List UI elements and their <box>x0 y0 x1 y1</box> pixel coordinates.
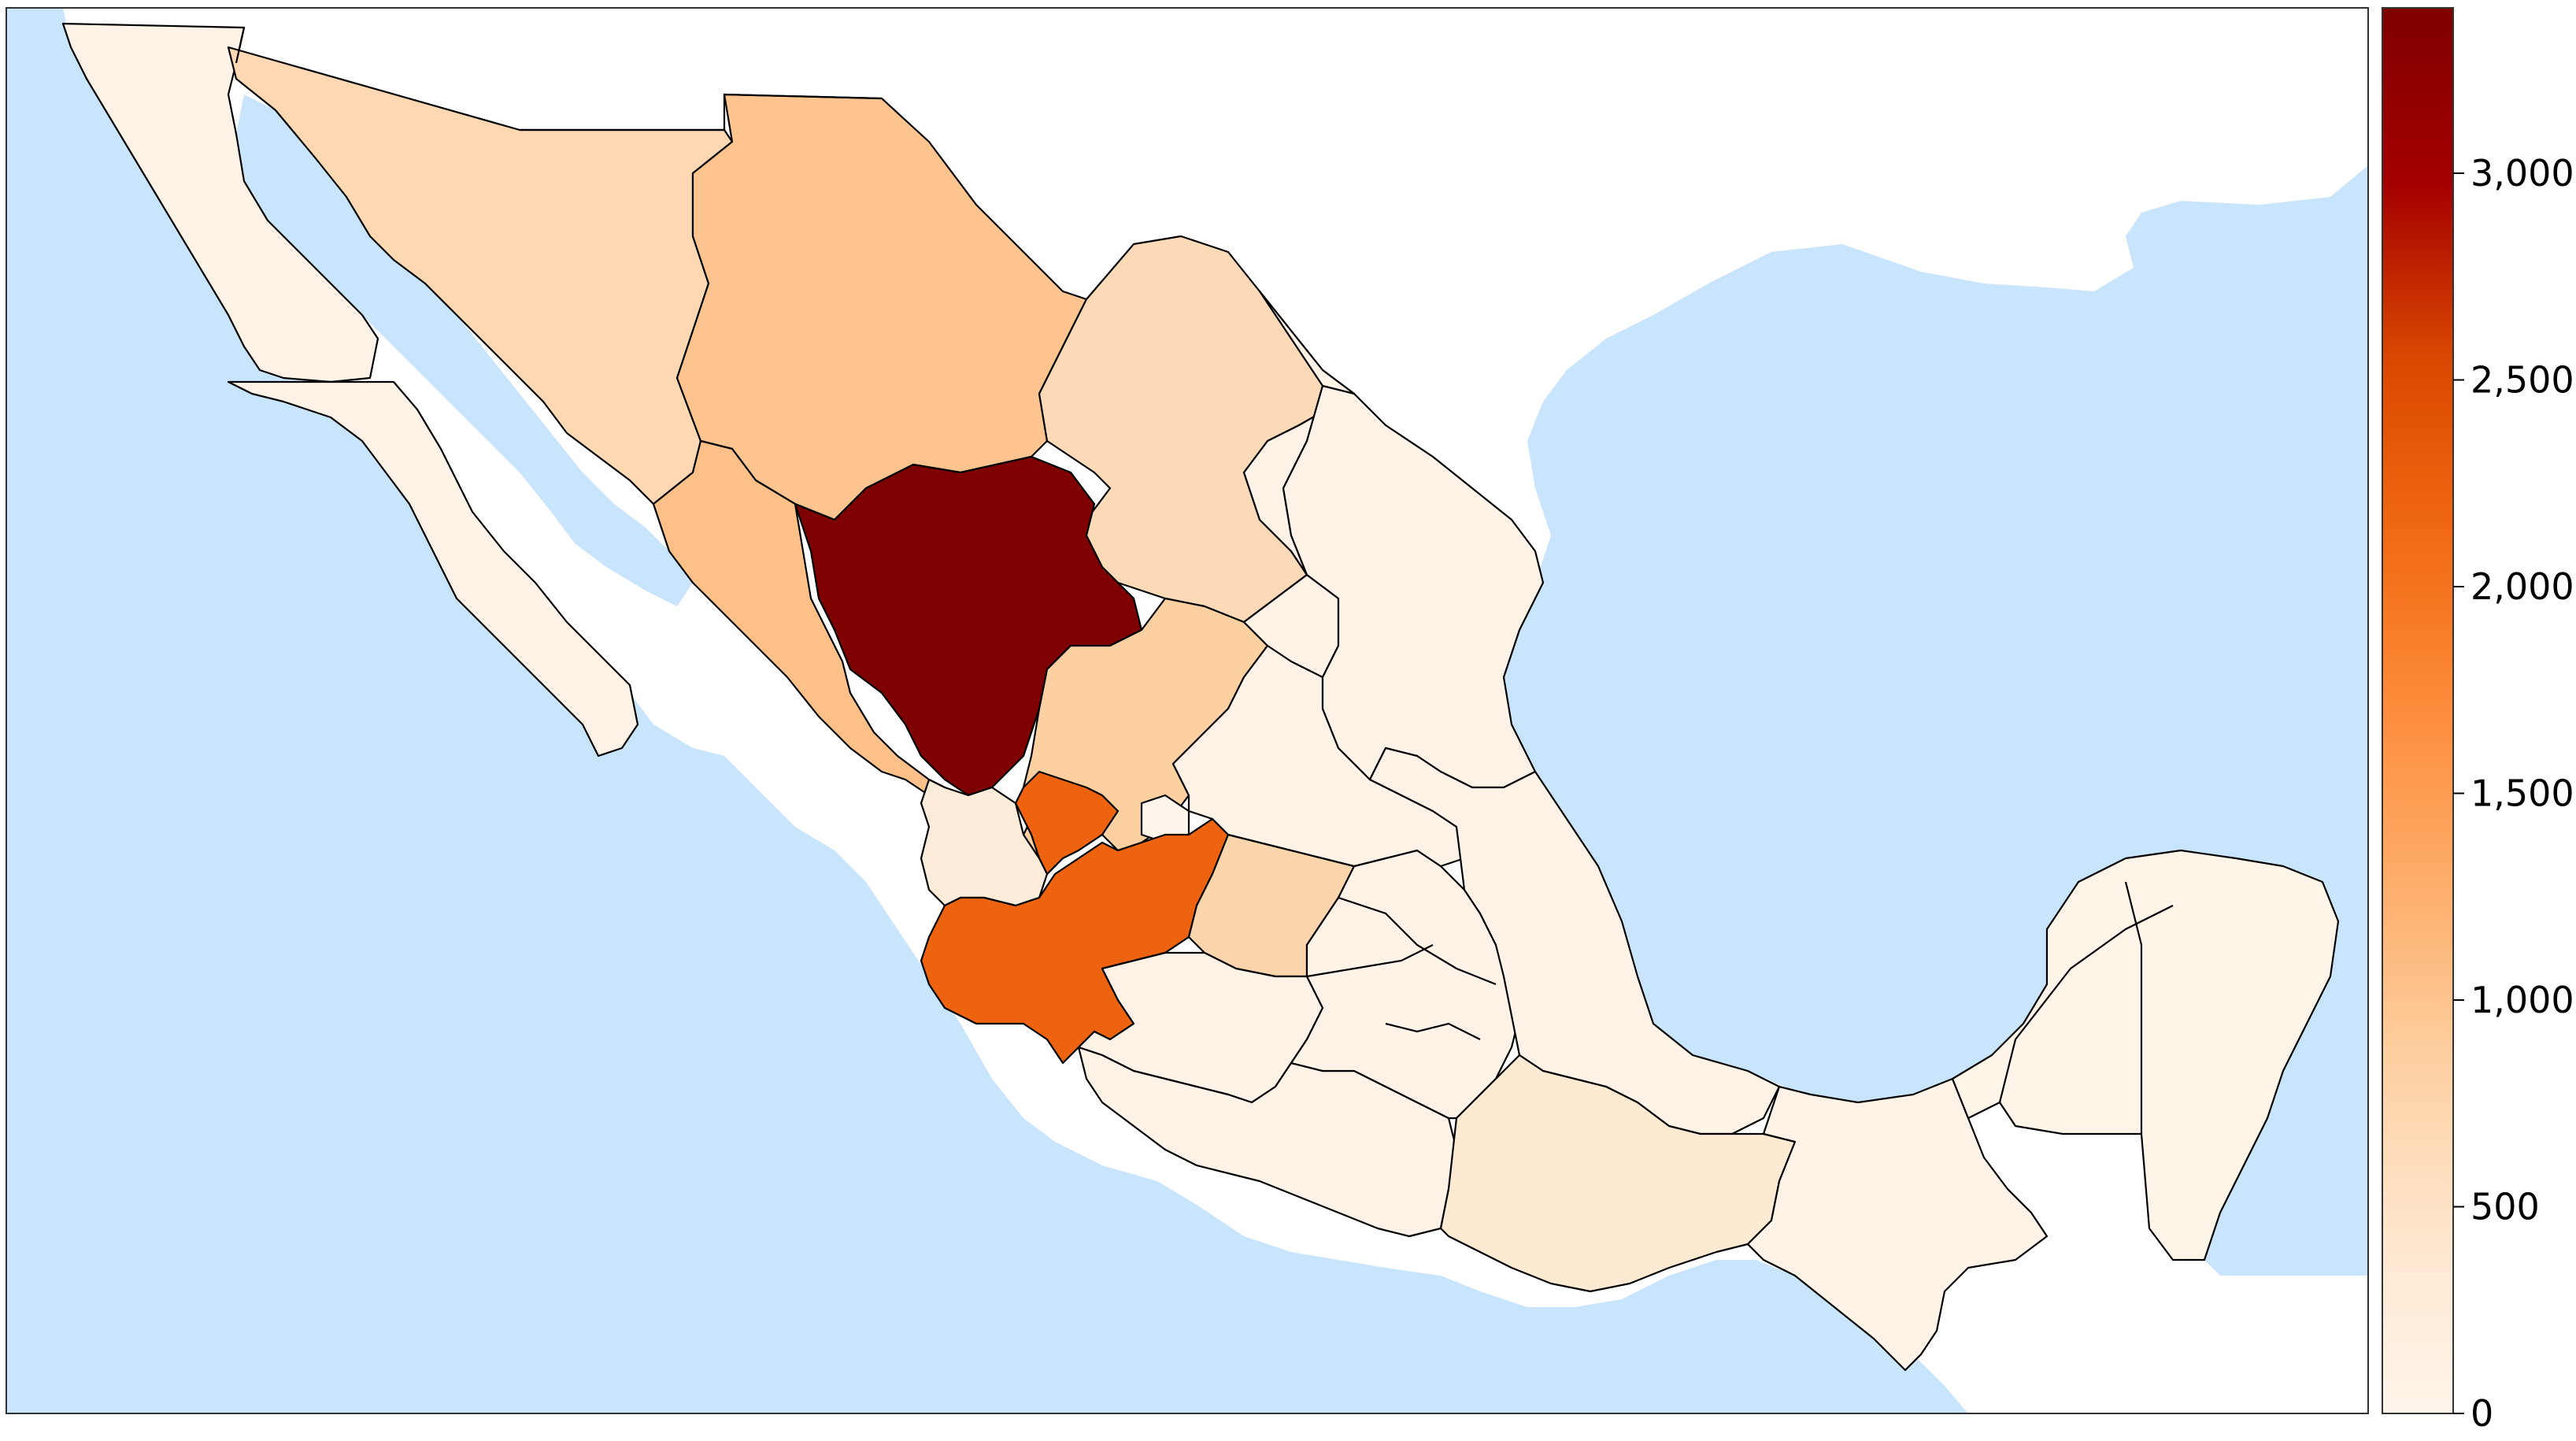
gulf-of-california <box>236 94 693 606</box>
internal-border-5 <box>1385 1022 1481 1040</box>
colorbar-tick-label: 1,000 <box>2471 979 2574 1021</box>
colorbar-gradient <box>2382 7 2454 1414</box>
colorbar-tick-label: 2,500 <box>2471 359 2574 402</box>
internal-border-3 <box>1306 944 1434 978</box>
colorbar-tick-label: 1,500 <box>2471 772 2574 815</box>
colorbar-ticks: 0 500 1,000 1,500 2,000 2,500 3,000 <box>2453 152 2574 1435</box>
internal-border-1 <box>1998 905 2174 1103</box>
map-frame <box>6 7 2369 1414</box>
colorbar-tick-label: 3,000 <box>2471 152 2574 194</box>
gulf-of-mexico <box>1504 165 2368 1276</box>
colorbar: 0 500 1,000 1,500 2,000 2,500 3,000 <box>2382 7 2574 1435</box>
region-chiapas <box>1746 1077 2049 1372</box>
colorbar-tick-label: 500 <box>2471 1186 2540 1228</box>
internal-border-2 <box>2124 881 2143 1134</box>
colorbar-tick-label: 2,000 <box>2471 565 2574 608</box>
region-sinaloa <box>652 439 946 797</box>
region-zacatecas-fragment <box>1014 770 1120 876</box>
region-yucatan-peninsula <box>1951 849 2340 1261</box>
states-layer <box>61 22 2340 1372</box>
pacific-ocean <box>6 8 1968 1413</box>
internal-border-4 <box>1338 896 1497 986</box>
us-border <box>235 27 883 132</box>
region-baja-california-sur <box>227 380 639 758</box>
colorbar-tick-label: 0 <box>2471 1392 2493 1435</box>
